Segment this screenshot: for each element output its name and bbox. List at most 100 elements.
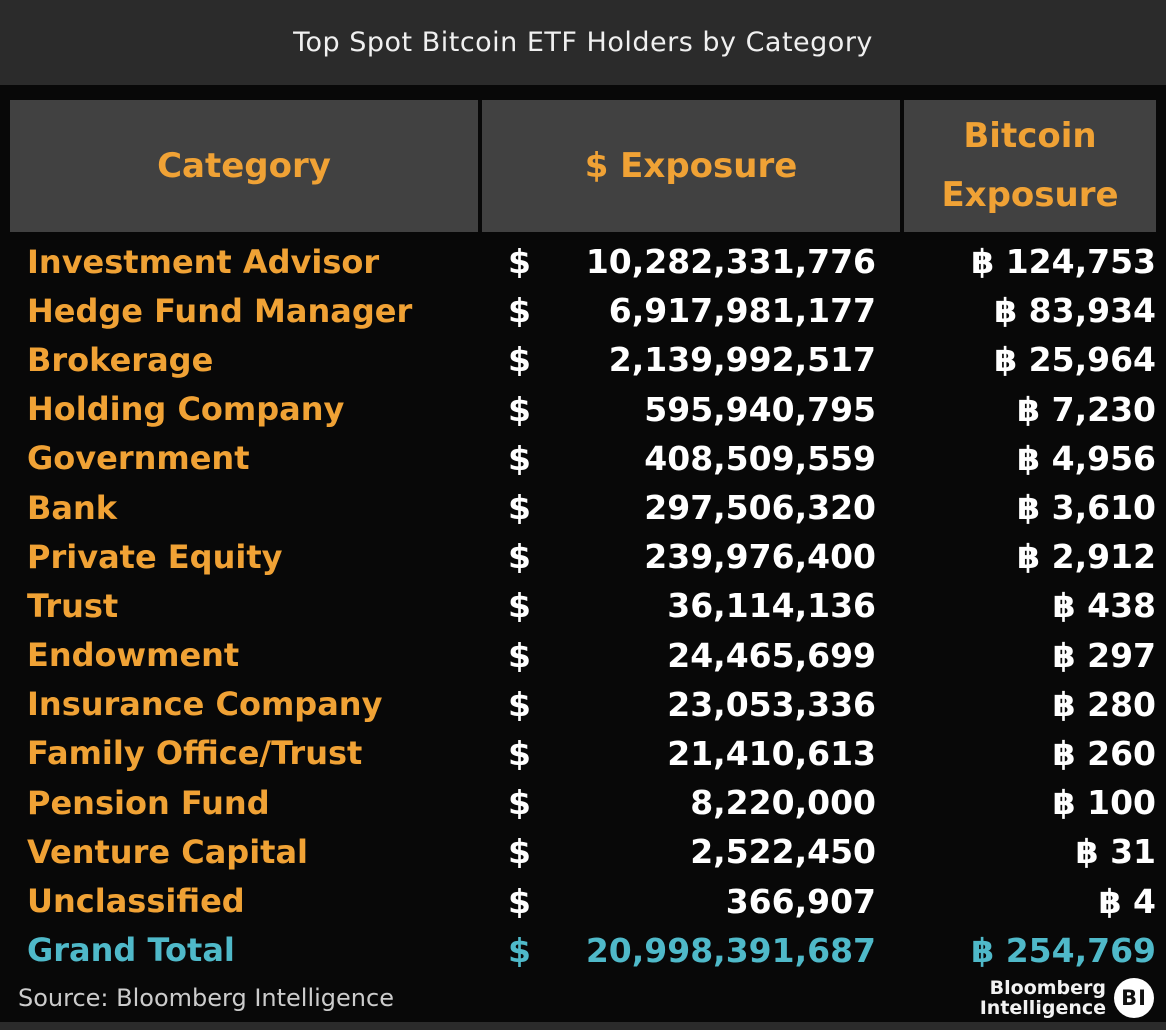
bitcoin-symbol: ฿ <box>994 340 1029 380</box>
dollar-sign: $ <box>508 488 531 528</box>
table-header-row: Category $ Exposure Bitcoin Exposure <box>0 85 1166 232</box>
table-row: Private Equity $ 239,976,400 ฿ 2,912 <box>0 532 1166 581</box>
category-cell: Grand Total <box>27 931 235 970</box>
usd-value: 2,522,450 <box>690 832 876 872</box>
logo-line1: Bloomberg <box>989 976 1106 999</box>
table-row: Bank $ 297,506,320 ฿ 3,610 <box>0 483 1166 532</box>
logo-wordmark: Bloomberg Intelligence <box>980 978 1106 1019</box>
usd-value: 8,220,000 <box>690 783 876 823</box>
usd-exposure-cell: $ 8,220,000 <box>482 783 906 822</box>
btc-exposure-cell: ฿ 260 <box>906 734 1166 773</box>
usd-exposure-cell: $ 297,506,320 <box>482 488 906 527</box>
table-row: Brokerage $ 2,139,992,517 ฿ 25,964 <box>0 335 1166 384</box>
table-row: Unclassified $ 366,907 ฿ 4 <box>0 876 1166 925</box>
usd-value: 6,917,981,177 <box>608 291 876 331</box>
category-cell: Endowment <box>27 636 240 675</box>
category-cell: Government <box>27 439 250 478</box>
btc-exposure-cell: ฿ 4,956 <box>906 439 1166 478</box>
btc-exposure-cell: ฿ 438 <box>906 586 1166 625</box>
btc-value: 3,610 <box>1051 488 1156 528</box>
dollar-sign: $ <box>508 832 531 872</box>
usd-exposure-cell: $ 408,509,559 <box>482 439 906 478</box>
category-cell: Pension Fund <box>27 783 270 822</box>
usd-value: 36,114,136 <box>667 586 876 626</box>
table-row: Trust $ 36,114,136 ฿ 438 <box>0 581 1166 630</box>
dollar-sign: $ <box>508 389 531 429</box>
btc-value: 31 <box>1110 832 1156 872</box>
btc-value: 254,769 <box>1005 930 1156 970</box>
category-cell: Insurance Company <box>27 685 383 724</box>
bitcoin-symbol: ฿ <box>971 930 1006 970</box>
btc-exposure-cell: ฿ 2,912 <box>906 537 1166 576</box>
bitcoin-symbol: ฿ <box>1052 733 1088 773</box>
usd-value: 24,465,699 <box>667 635 876 675</box>
usd-exposure-cell: $ 6,917,981,177 <box>482 291 906 330</box>
dollar-sign: $ <box>508 340 531 380</box>
table-row: Government $ 408,509,559 ฿ 4,956 <box>0 434 1166 483</box>
btc-exposure-cell: ฿ 7,230 <box>906 390 1166 429</box>
btc-value: 100 <box>1087 783 1156 823</box>
table-row: Investment Advisor $ 10,282,331,776 ฿ 12… <box>0 237 1166 286</box>
usd-exposure-cell: $ 2,522,450 <box>482 832 906 871</box>
table-body: Investment Advisor $ 10,282,331,776 ฿ 12… <box>0 232 1166 975</box>
category-cell: Private Equity <box>27 537 283 576</box>
table-row: Pension Fund $ 8,220,000 ฿ 100 <box>0 778 1166 827</box>
category-cell: Trust <box>27 586 119 625</box>
usd-value: 23,053,336 <box>667 684 876 724</box>
btc-value: 260 <box>1087 733 1156 773</box>
btc-value: 2,912 <box>1051 537 1156 577</box>
btc-value: 124,753 <box>1005 242 1156 282</box>
category-cell: Family Office/Trust <box>27 734 363 773</box>
btc-value: 4,956 <box>1051 438 1156 478</box>
btc-exposure-cell: ฿ 31 <box>906 832 1166 871</box>
title-band: Top Spot Bitcoin ETF Holders by Category <box>0 0 1166 85</box>
usd-value: 2,139,992,517 <box>608 340 876 380</box>
table-row: Insurance Company $ 23,053,336 ฿ 280 <box>0 680 1166 729</box>
category-cell: Hedge Fund Manager <box>27 291 413 330</box>
usd-exposure-cell: $ 21,410,613 <box>482 734 906 773</box>
usd-exposure-cell: $ 2,139,992,517 <box>482 340 906 379</box>
table-row: Venture Capital $ 2,522,450 ฿ 31 <box>0 827 1166 876</box>
usd-value: 595,940,795 <box>644 389 876 429</box>
header-usd-exposure: $ Exposure <box>482 100 900 232</box>
bitcoin-symbol: ฿ <box>1052 586 1088 626</box>
bitcoin-symbol: ฿ <box>1017 438 1052 478</box>
header-bitcoin-exposure: Bitcoin Exposure <box>904 100 1156 232</box>
bitcoin-symbol: ฿ <box>1017 389 1052 429</box>
category-cell: Bank <box>27 488 118 527</box>
footer: Source: Bloomberg Intelligence Bloomberg… <box>0 975 1166 1022</box>
btc-value: 4 <box>1133 881 1156 921</box>
bottom-strip <box>0 1022 1166 1030</box>
logo-line2: Intelligence <box>979 997 1106 1020</box>
usd-value: 239,976,400 <box>644 537 876 577</box>
btc-exposure-cell: ฿ 254,769 <box>906 931 1166 970</box>
category-cell: Holding Company <box>27 390 345 429</box>
usd-exposure-cell: $ 24,465,699 <box>482 636 906 675</box>
table-row: Endowment $ 24,465,699 ฿ 297 <box>0 631 1166 680</box>
bi-badge-icon: BI <box>1114 978 1154 1019</box>
bitcoin-symbol: ฿ <box>1052 635 1088 675</box>
usd-value: 366,907 <box>725 881 876 921</box>
bloomberg-intelligence-logo: Bloomberg Intelligence BI <box>980 978 1154 1019</box>
bitcoin-symbol: ฿ <box>1075 832 1111 872</box>
btc-exposure-cell: ฿ 3,610 <box>906 488 1166 527</box>
usd-value: 20,998,391,687 <box>585 930 876 970</box>
btc-exposure-cell: ฿ 124,753 <box>906 242 1166 281</box>
dollar-sign: $ <box>508 242 531 282</box>
btc-value: 438 <box>1087 586 1156 626</box>
usd-value: 408,509,559 <box>644 438 876 478</box>
usd-value: 21,410,613 <box>667 733 876 773</box>
btc-exposure-cell: ฿ 25,964 <box>906 340 1166 379</box>
bitcoin-symbol: ฿ <box>971 242 1006 282</box>
table-row: Hedge Fund Manager $ 6,917,981,177 ฿ 83,… <box>0 286 1166 335</box>
usd-exposure-cell: $ 23,053,336 <box>482 685 906 724</box>
dollar-sign: $ <box>508 733 531 773</box>
dollar-sign: $ <box>508 537 531 577</box>
usd-exposure-cell: $ 366,907 <box>482 882 906 921</box>
btc-exposure-cell: ฿ 83,934 <box>906 291 1166 330</box>
header-category: Category <box>10 100 478 232</box>
btc-value: 83,934 <box>1028 291 1156 331</box>
usd-exposure-cell: $ 239,976,400 <box>482 537 906 576</box>
btc-value: 280 <box>1087 684 1156 724</box>
